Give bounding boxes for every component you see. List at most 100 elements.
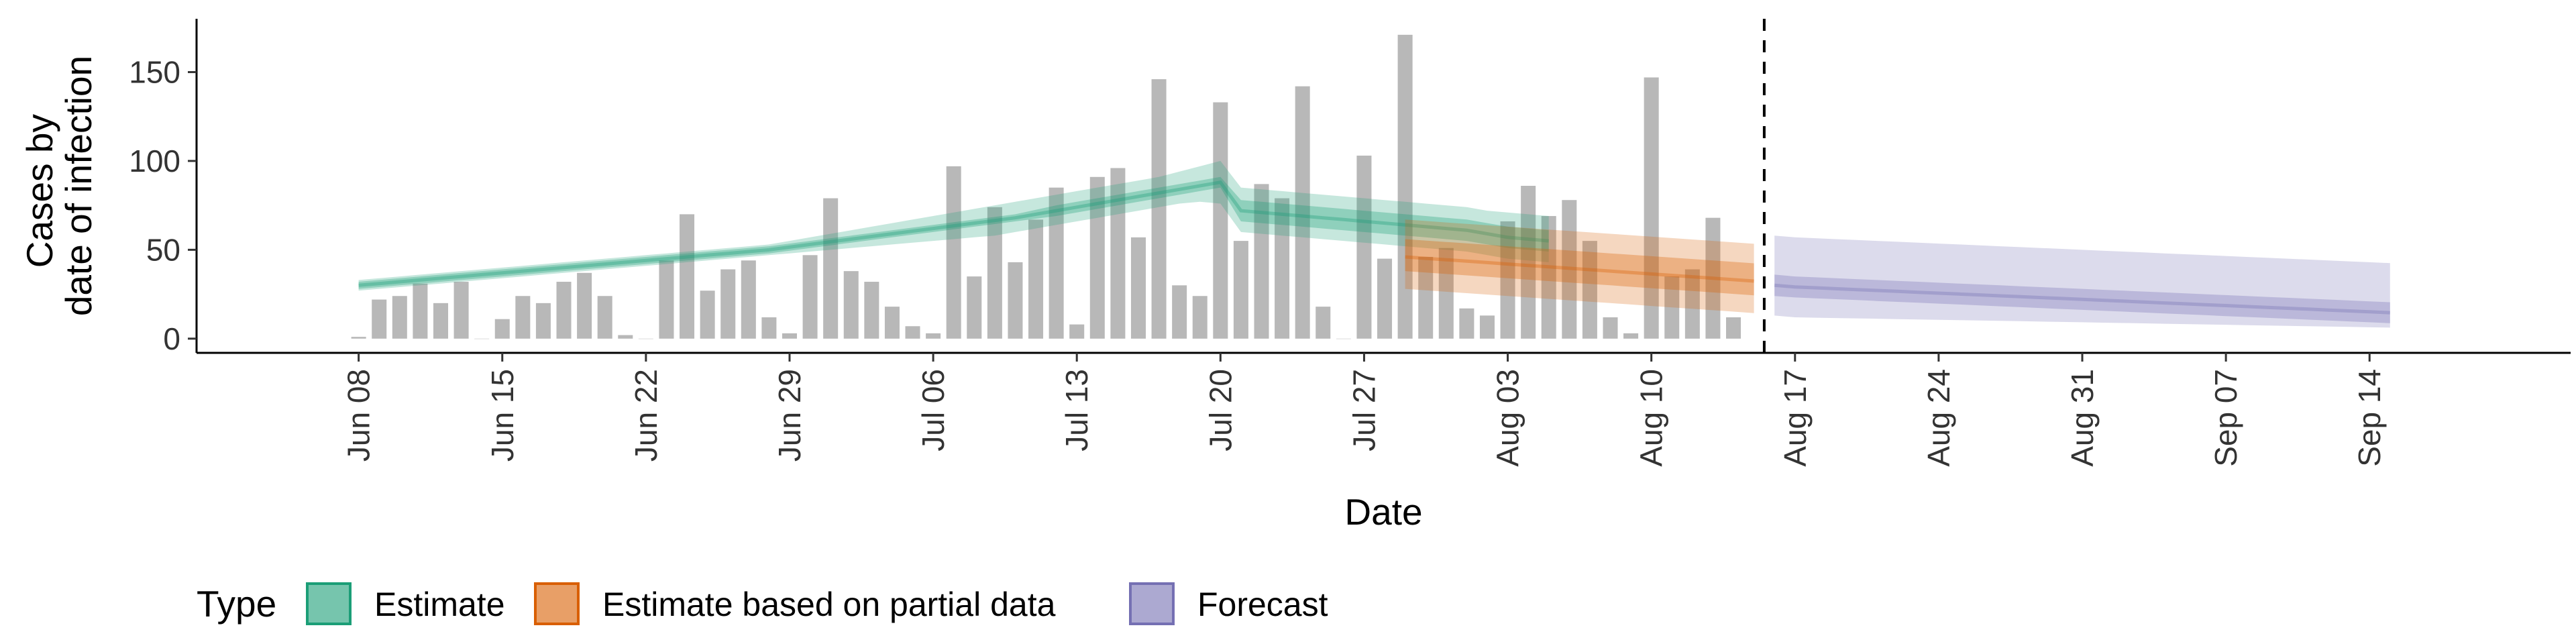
bar	[741, 260, 756, 339]
bar	[1664, 276, 1680, 339]
bar	[659, 260, 674, 339]
bar	[1172, 285, 1187, 339]
x-tick-label: Jun 15	[485, 369, 520, 462]
bar	[761, 317, 777, 339]
bar	[1418, 256, 1434, 339]
x-tick-label: Sep 14	[2352, 369, 2387, 467]
bar	[1705, 217, 1721, 339]
bar	[515, 296, 531, 339]
x-tick-label: Aug 03	[1491, 369, 1525, 467]
legend-item-label: Estimate based on partial data	[602, 586, 1056, 623]
bar	[1069, 324, 1085, 339]
bar	[843, 271, 859, 339]
bar	[1151, 79, 1167, 339]
bar	[494, 319, 510, 339]
bar	[1295, 86, 1310, 339]
bar	[700, 290, 715, 339]
x-tick-label: Aug 17	[1778, 369, 1813, 467]
bar	[372, 299, 387, 339]
bar	[1603, 317, 1618, 339]
y-tick-label: 150	[129, 54, 180, 89]
bar	[1275, 198, 1290, 339]
x-tick-label: Aug 10	[1634, 369, 1669, 467]
bar	[1233, 241, 1248, 339]
estimate-based-on-partial-data-median-line	[1405, 255, 1754, 283]
forecast-outer-ribbon	[1774, 235, 2390, 328]
bar	[1521, 186, 1536, 339]
y-axis-ticks: 0 50 100 150	[129, 54, 197, 356]
bar	[1623, 333, 1639, 339]
x-tick-label: Sep 07	[2208, 369, 2243, 467]
y-axis-title-line-1: Cases by	[19, 114, 60, 268]
legend-swatch	[1129, 582, 1175, 625]
bar	[905, 326, 920, 339]
bar	[1459, 308, 1474, 339]
bar	[577, 272, 592, 339]
bar	[864, 282, 879, 339]
bar	[597, 296, 612, 339]
bar	[1397, 34, 1413, 339]
y-tick-label: 50	[146, 232, 180, 267]
y-tick-label: 0	[163, 321, 180, 356]
estimate-outer-ribbon	[358, 160, 1549, 291]
bar	[987, 207, 1002, 339]
x-tick-label: Jun 08	[341, 369, 376, 462]
bar	[802, 255, 818, 339]
estimate-based-on-partial-data-outer-ribbon	[1405, 219, 1754, 313]
bar	[782, 333, 797, 339]
bar	[680, 214, 695, 339]
bar	[1130, 237, 1146, 339]
x-axis-title: Date	[1344, 491, 1422, 533]
x-tick-label: Jun 29	[772, 369, 807, 462]
bar	[1377, 258, 1393, 339]
legend-swatch	[306, 582, 352, 625]
legend-item-label: Forecast	[1197, 586, 1328, 623]
bar	[556, 282, 572, 339]
x-tick-label: Jul 27	[1346, 369, 1381, 451]
bar	[1254, 184, 1269, 339]
bar	[351, 337, 366, 339]
bar	[1684, 269, 1700, 339]
bar	[1644, 77, 1659, 339]
estimate-based-on-partial-data-inner-ribbon	[1405, 239, 1754, 296]
y-axis-title-line-2: date of infection	[58, 56, 99, 316]
forecast-inner-ribbon	[1774, 274, 2390, 323]
bar	[618, 335, 633, 339]
bar	[433, 303, 449, 339]
bar	[1089, 176, 1105, 339]
bar	[1008, 262, 1023, 339]
bar	[946, 166, 961, 339]
bar	[413, 283, 428, 339]
bar	[1316, 307, 1331, 339]
estimate-median-line	[358, 180, 1549, 287]
ribbons-layer	[358, 160, 2390, 328]
bar	[535, 303, 551, 339]
x-tick-label: Jul 13	[1059, 369, 1094, 451]
bar	[1500, 221, 1515, 339]
legend-swatch	[534, 582, 580, 625]
bar	[720, 269, 736, 339]
bar	[1028, 219, 1044, 339]
legend: Type Estimate Estimate based on partial d…	[197, 582, 1328, 625]
x-tick-label: Aug 24	[1921, 369, 1956, 467]
bar	[1562, 200, 1577, 339]
x-tick-label: Jul 20	[1203, 369, 1238, 451]
y-axis-title: Cases by date of infection	[19, 56, 99, 316]
bar	[1192, 296, 1208, 339]
bar	[1541, 216, 1556, 339]
bar	[392, 296, 407, 339]
bar	[1049, 187, 1064, 339]
x-axis-ticks: Jun 08 Jun 15 Jun 22 Jun 29 Jul 06 Jul 13 Jul …	[341, 353, 2387, 467]
bar	[1110, 168, 1126, 339]
bar	[823, 198, 839, 339]
bar	[453, 282, 469, 339]
y-tick-label: 100	[129, 144, 180, 178]
x-tick-label: Aug 31	[2065, 369, 2100, 467]
bar	[1438, 248, 1454, 339]
legend-item-label: Estimate	[374, 586, 505, 623]
bars-layer	[351, 34, 1741, 339]
bar	[1726, 317, 1741, 339]
x-tick-label: Jun 22	[629, 369, 663, 462]
bar	[926, 333, 941, 339]
